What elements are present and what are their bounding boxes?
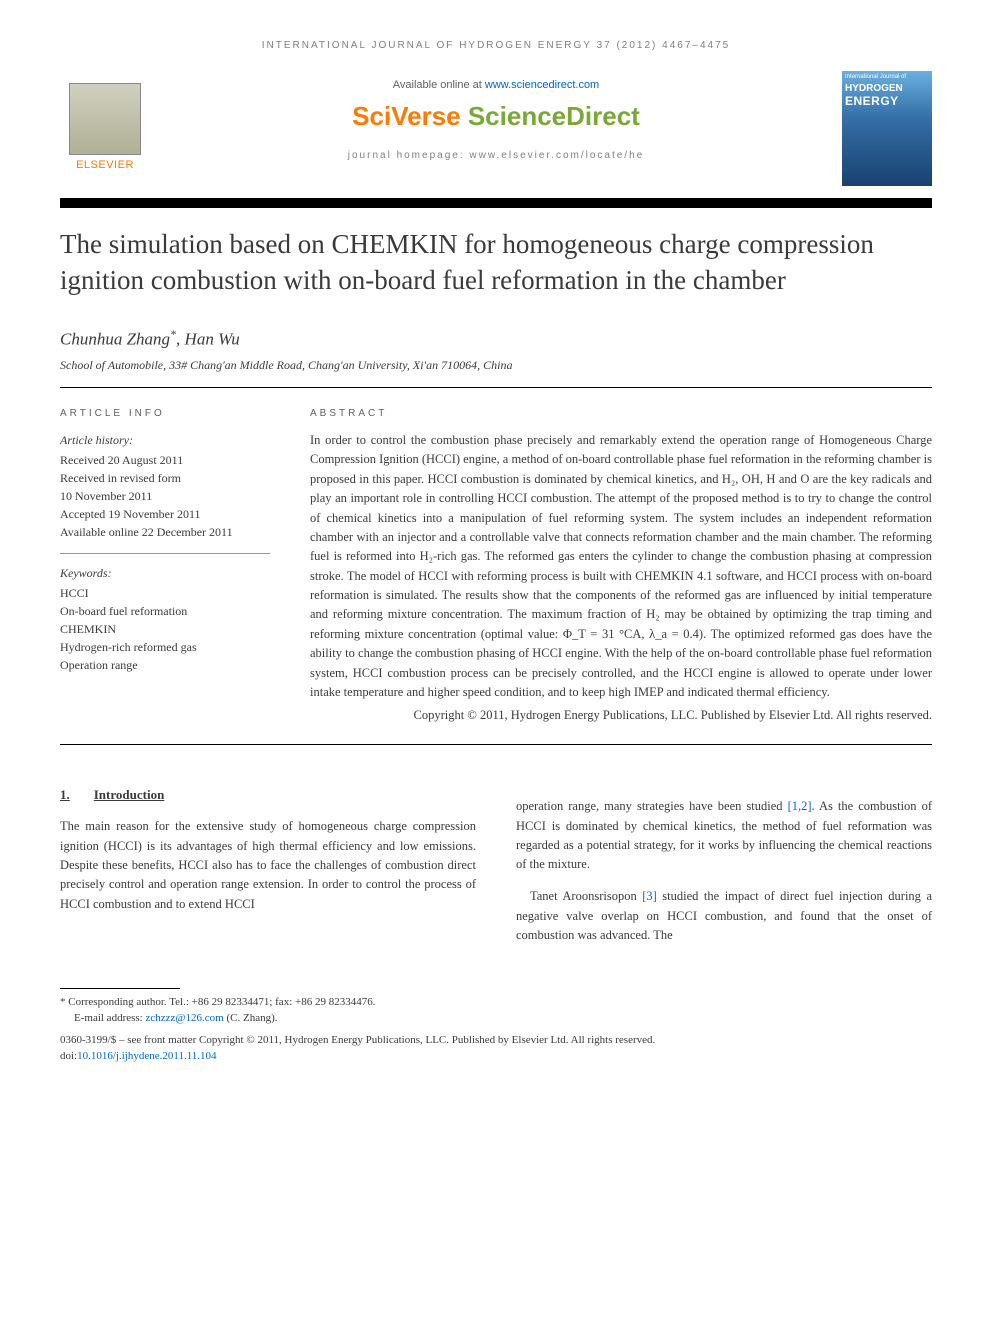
affiliation: School of Automobile, 33# Chang'an Middl… [60,358,932,373]
publisher-name: ELSEVIER [76,159,134,171]
cover-line1: International Journal of [845,74,929,81]
left-column: 1. Introduction The main reason for the e… [60,785,476,958]
divider [60,387,932,388]
cover-line2: HYDROGEN [845,83,929,94]
divider-2 [60,744,932,745]
abstract-body: In order to control the combustion phase… [310,431,932,702]
sciencedirect-link[interactable]: www.sciencedirect.com [485,79,599,91]
doi-line: doi:10.1016/j.ijhydene.2011.11.104 [60,1049,932,1065]
keyword-3: CHEMKIN [60,620,270,638]
journal-cover: International Journal of HYDROGEN ENERGY [842,71,932,186]
title-rule [60,198,932,208]
keyword-5: Operation range [60,656,270,674]
cover-line3: ENERGY [845,94,929,108]
history-label: Article history: [60,431,270,449]
intro-para-left: The main reason for the extensive study … [60,817,476,914]
author-2: Han Wu [185,330,240,349]
section-title: Introduction [94,787,165,802]
journal-homepage: journal homepage: www.elsevier.com/locat… [170,150,822,161]
sciverse-logo: SciVerse ScienceDirect [170,101,822,132]
revised-line1: Received in revised form [60,469,270,487]
elsevier-tree-icon [69,83,141,155]
online-date: Available online 22 December 2011 [60,523,270,541]
info-heading: ARTICLE INFO [60,406,270,421]
author-1: Chunhua Zhang [60,330,170,349]
corresponding-author: * Corresponding author. Tel.: +86 29 823… [60,995,932,1011]
article-title: The simulation based on CHEMKIN for homo… [60,226,932,299]
right-column: operation range, many strategies have be… [516,785,932,958]
homepage-prefix: journal homepage: [348,150,470,161]
keywords-label: Keywords: [60,564,270,582]
keyword-1: HCCI [60,584,270,602]
doi-link[interactable]: 10.1016/j.ijhydene.2011.11.104 [77,1050,216,1062]
intro-para-right-1: operation range, many strategies have be… [516,797,932,875]
citation-1-2[interactable]: [1,2] [788,799,812,813]
keyword-2: On-board fuel reformation [60,602,270,620]
citation-3[interactable]: [3] [642,889,657,903]
body-columns: 1. Introduction The main reason for the e… [60,785,932,958]
email-link[interactable]: zchzzz@126.com [145,1012,223,1024]
email-line: E-mail address: zchzzz@126.com (C. Zhang… [60,1011,932,1027]
homepage-url: www.elsevier.com/locate/he [469,150,644,161]
section-num: 1. [60,787,70,802]
info-abstract-row: ARTICLE INFO Article history: Received 2… [60,406,932,726]
authors: Chunhua Zhang*, Han Wu [60,327,932,350]
header-block: ELSEVIER Available online at www.science… [60,71,932,186]
abstract-heading: ABSTRACT [310,406,932,422]
publisher-logo: ELSEVIER [60,71,150,171]
section-1-heading: 1. Introduction [60,785,476,805]
available-prefix: Available online at [393,79,485,91]
available-online: Available online at www.sciencedirect.co… [170,79,822,91]
author-sep: , [176,330,185,349]
running-head: INTERNATIONAL JOURNAL OF HYDROGEN ENERGY… [60,40,932,51]
keyword-4: Hydrogen-rich reformed gas [60,638,270,656]
revised-line2: 10 November 2011 [60,487,270,505]
intro-para-right-2: Tanet Aroonsrisopon [3] studied the impa… [516,887,932,945]
sciverse-part2: ScienceDirect [468,101,640,131]
abstract-copyright: Copyright © 2011, Hydrogen Energy Public… [310,706,932,725]
sciverse-part1: SciVerse [352,101,468,131]
received-date: Received 20 August 2011 [60,451,270,469]
issn-copyright: 0360-3199/$ – see front matter Copyright… [60,1033,932,1049]
abstract: ABSTRACT In order to control the combust… [310,406,932,726]
footnote-rule [60,988,180,989]
info-divider [60,553,270,554]
header-center: Available online at www.sciencedirect.co… [170,71,822,161]
article-info: ARTICLE INFO Article history: Received 2… [60,406,270,726]
accepted-date: Accepted 19 November 2011 [60,505,270,523]
footnotes: * Corresponding author. Tel.: +86 29 823… [60,988,932,1065]
